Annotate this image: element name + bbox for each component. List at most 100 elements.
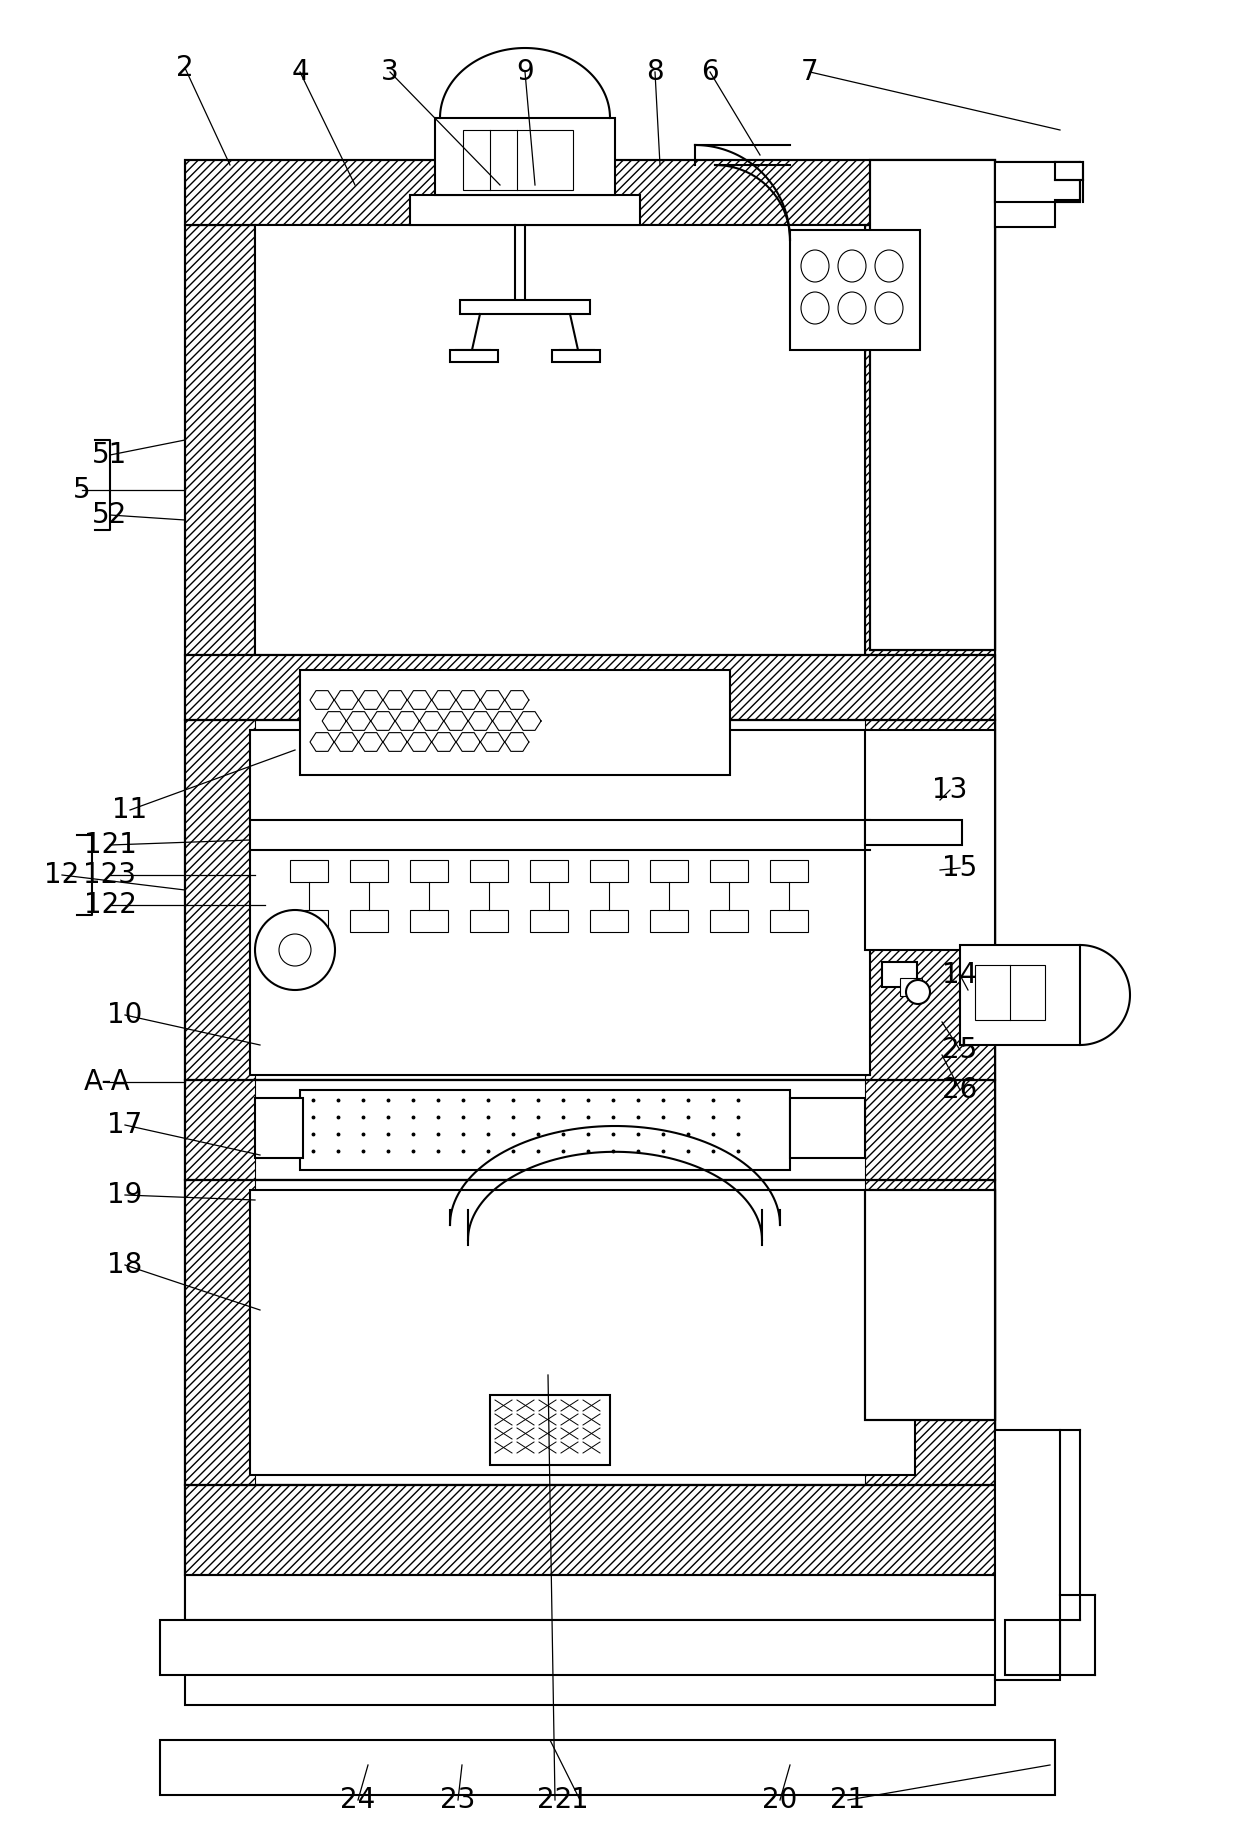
Bar xyxy=(994,1431,1060,1680)
Bar xyxy=(866,1191,994,1420)
Text: 24: 24 xyxy=(340,1786,376,1814)
Bar xyxy=(866,656,994,720)
Text: 14: 14 xyxy=(942,962,977,989)
Text: 121: 121 xyxy=(83,832,136,859)
Bar xyxy=(866,1180,994,1486)
Bar xyxy=(185,656,994,720)
Bar xyxy=(185,225,255,656)
Text: 22: 22 xyxy=(537,1786,573,1814)
Bar xyxy=(185,720,994,1081)
Bar xyxy=(711,911,748,932)
Bar xyxy=(463,130,573,191)
Text: 13: 13 xyxy=(932,777,967,804)
Text: 4: 4 xyxy=(291,59,309,86)
Text: 20: 20 xyxy=(763,1786,797,1814)
Text: 5: 5 xyxy=(73,476,91,504)
Text: 11: 11 xyxy=(113,795,148,824)
Text: 2: 2 xyxy=(176,53,193,82)
Bar xyxy=(160,1619,1016,1674)
Bar xyxy=(185,1180,255,1431)
Text: 12: 12 xyxy=(45,861,79,889)
Bar xyxy=(866,1431,994,1486)
Bar xyxy=(185,1081,255,1180)
Bar xyxy=(552,350,600,363)
Text: 1: 1 xyxy=(572,1786,589,1814)
Text: 122: 122 xyxy=(83,890,136,920)
Bar xyxy=(770,911,808,932)
Bar xyxy=(350,911,388,932)
Text: 21: 21 xyxy=(831,1786,866,1814)
Bar xyxy=(866,729,994,951)
Bar xyxy=(460,300,590,313)
Text: 17: 17 xyxy=(108,1110,143,1140)
Bar xyxy=(185,1431,255,1486)
Bar xyxy=(410,911,448,932)
Bar xyxy=(529,859,568,881)
Bar xyxy=(185,1486,994,1576)
Bar xyxy=(882,962,918,987)
Bar xyxy=(410,194,640,225)
Bar xyxy=(185,1486,994,1576)
Bar xyxy=(185,1180,994,1486)
Bar xyxy=(185,720,255,1081)
Text: 8: 8 xyxy=(646,59,663,86)
Bar xyxy=(866,1081,994,1180)
Circle shape xyxy=(279,934,311,965)
Text: 18: 18 xyxy=(108,1251,143,1279)
Bar xyxy=(1055,161,1083,180)
Bar xyxy=(866,1191,994,1420)
Bar xyxy=(185,656,255,720)
Text: 7: 7 xyxy=(801,59,818,86)
Bar xyxy=(185,1180,994,1486)
Bar xyxy=(470,859,508,881)
Bar xyxy=(590,911,627,932)
Ellipse shape xyxy=(875,249,903,282)
Bar xyxy=(866,720,994,1081)
Bar xyxy=(185,1081,994,1180)
Bar xyxy=(450,350,498,363)
Bar xyxy=(711,859,748,881)
Bar xyxy=(250,729,870,1075)
Bar xyxy=(870,159,994,650)
Text: 3: 3 xyxy=(381,59,399,86)
Ellipse shape xyxy=(875,291,903,324)
Text: 9: 9 xyxy=(516,59,534,86)
Bar xyxy=(866,1081,994,1180)
Bar xyxy=(470,911,508,932)
Bar xyxy=(650,911,688,932)
Bar xyxy=(866,720,994,1081)
Bar xyxy=(185,1576,994,1619)
Bar xyxy=(590,859,627,881)
Ellipse shape xyxy=(838,249,866,282)
Bar xyxy=(650,859,688,881)
Bar xyxy=(160,1740,1055,1795)
Text: 51: 51 xyxy=(92,442,128,469)
Bar xyxy=(866,821,962,845)
Bar xyxy=(255,1097,303,1158)
Ellipse shape xyxy=(801,291,830,324)
Bar xyxy=(870,159,994,650)
Bar xyxy=(435,117,615,194)
Text: 25: 25 xyxy=(942,1037,977,1064)
Text: 23: 23 xyxy=(440,1786,476,1814)
Bar xyxy=(185,1081,255,1180)
Bar xyxy=(185,159,994,225)
Bar xyxy=(185,225,255,656)
Bar xyxy=(410,859,448,881)
Bar xyxy=(866,225,994,656)
Bar xyxy=(994,161,1080,202)
Bar xyxy=(185,1180,255,1486)
Bar xyxy=(975,965,1045,1020)
Bar xyxy=(250,1191,915,1475)
Bar xyxy=(770,859,808,881)
Bar xyxy=(529,911,568,932)
Bar xyxy=(490,1394,610,1466)
Bar xyxy=(185,1486,994,1576)
Bar xyxy=(300,1090,790,1171)
Bar xyxy=(790,231,920,350)
Bar xyxy=(185,159,994,1706)
Circle shape xyxy=(255,911,335,989)
Bar xyxy=(900,978,923,997)
Bar xyxy=(790,1097,866,1158)
Bar xyxy=(255,225,866,656)
